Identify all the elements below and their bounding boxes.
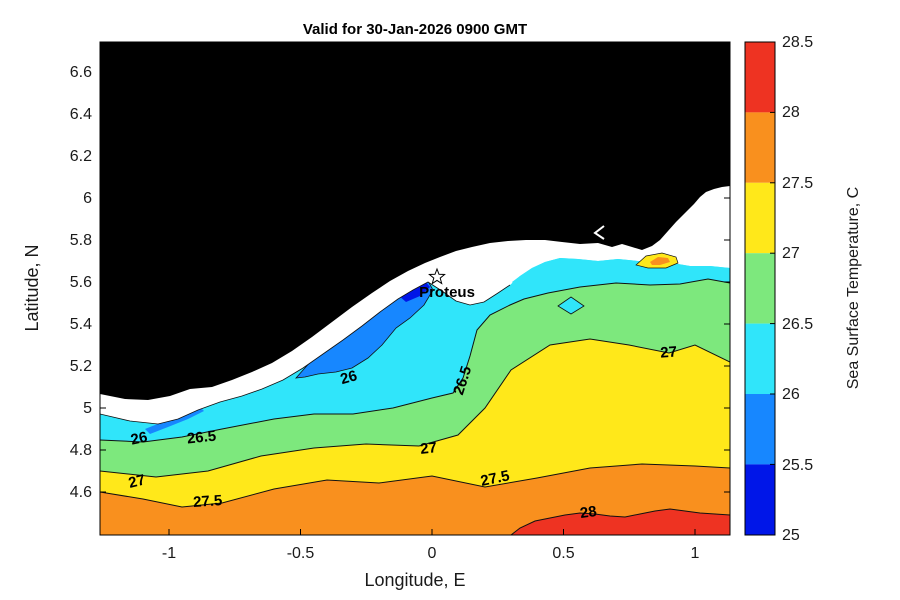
- contour-line-26p5: [100, 278, 730, 443]
- colorbar-tick: 26.5: [782, 316, 813, 333]
- x-tick: 0.5: [552, 545, 574, 562]
- colorbar-tick: 25.5: [782, 457, 813, 474]
- contour-line-27: [100, 338, 730, 478]
- land-mask: [100, 42, 730, 400]
- colorbar-band-red: [745, 42, 775, 113]
- colorbar-band-darkblue: [745, 464, 775, 535]
- sst-patch-cyan-small: [557, 296, 585, 315]
- contour-label: 26: [338, 367, 359, 388]
- contour-line-27p5: [100, 463, 730, 508]
- x-tick: -1: [162, 545, 176, 562]
- chart-title: Valid for 30-Jan-2026 0900 GMT: [303, 21, 527, 38]
- x-axis-label: Longitude, E: [364, 570, 465, 590]
- x-tick: 1: [691, 545, 700, 562]
- y-tick: 5.6: [70, 274, 92, 291]
- colorbar-tick: 27: [782, 245, 800, 262]
- warm-spot-orange: [650, 257, 670, 265]
- sst-band-red: [511, 509, 730, 535]
- station-name: Proteus: [419, 284, 475, 301]
- y-tick: 5.8: [70, 232, 92, 249]
- colorbar-tick: 28.5: [782, 34, 813, 51]
- star-icon: [428, 267, 446, 285]
- colorbar-ticks: [770, 111, 775, 465]
- contour-label: 28: [579, 503, 598, 522]
- y-tick: 6.2: [70, 148, 92, 165]
- contour-label: 27.5: [193, 492, 223, 511]
- sst-coastal-cyan-strip: [512, 258, 730, 299]
- colorbar-band-yellow: [745, 182, 775, 254]
- contour-label: 27: [660, 343, 678, 361]
- contour-line-26-edge: [100, 281, 511, 425]
- colorbar-tick: 28: [782, 104, 800, 121]
- contour-label: 27: [419, 439, 437, 458]
- y-tick: 5.4: [70, 316, 92, 333]
- x-tick: 0: [428, 545, 437, 562]
- colorbar-tick: 25: [782, 527, 800, 544]
- colorbar-tick: 27.5: [782, 175, 813, 192]
- y-tick: 5: [83, 400, 92, 417]
- y-tick: 5.2: [70, 358, 92, 375]
- axes-box: [99, 41, 731, 536]
- contour-field: [100, 42, 730, 535]
- colorbar: 28.5 28 27.5 27 26.5 26 25.5 25 Sea Surf…: [744, 34, 862, 544]
- contour-label: 26.5: [186, 428, 217, 448]
- y-tick: 6: [83, 190, 92, 207]
- axis-ticks: [100, 42, 730, 535]
- y-tick: 4.8: [70, 442, 92, 459]
- y-axis-label: Latitude, N: [22, 244, 42, 331]
- y-tick: 6.4: [70, 106, 92, 123]
- colorbar-band-cyan: [745, 323, 775, 394]
- x-tick-labels: -1 -0.5 0 0.5 1: [162, 545, 700, 562]
- sst-patch-darkblue: [398, 281, 430, 302]
- colorbar-tick-labels: 28.5 28 27.5 27 26.5 26 25.5 25: [782, 34, 813, 544]
- contour-label: 27: [127, 471, 147, 492]
- station-marker: Proteus: [419, 267, 475, 301]
- colorbar-axis-label: Sea Surface Temperature, C: [845, 187, 862, 389]
- y-tick: 6.6: [70, 64, 92, 81]
- y-tick-labels: 6.6 6.4 6.2 6 5.8 5.6 5.4 5.2 5 4.8 4.6: [70, 64, 92, 501]
- white-chevron-marker: [593, 225, 605, 240]
- colorbar-band-blue: [745, 394, 775, 465]
- contour-line-28: [510, 508, 730, 535]
- contour-label: 27.5: [479, 467, 511, 490]
- y-tick: 4.6: [70, 484, 92, 501]
- colorbar-tick: 26: [782, 386, 800, 403]
- contour-label: 26: [129, 429, 149, 449]
- x-tick: -0.5: [287, 545, 315, 562]
- colorbar-border: [744, 41, 776, 536]
- colorbar-band-green: [745, 253, 775, 324]
- colorbar-band-orange: [745, 112, 775, 183]
